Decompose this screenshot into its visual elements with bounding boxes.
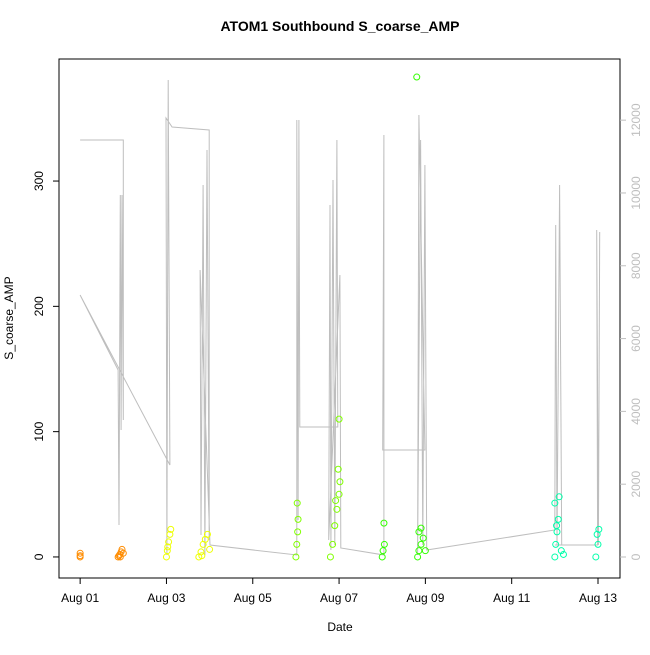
chart-title: ATOM1 Southbound S_coarse_AMP xyxy=(220,18,459,34)
data-point xyxy=(593,530,601,538)
data-point xyxy=(417,524,425,532)
data-point xyxy=(557,547,565,555)
y2-tick-label: 0 xyxy=(629,553,643,560)
data-point xyxy=(197,548,205,556)
data-point xyxy=(417,540,425,548)
x-tick-label: Aug 13 xyxy=(579,591,617,605)
y-tick-label: 0 xyxy=(32,553,46,560)
y-tick-label: 300 xyxy=(32,171,46,191)
data-point xyxy=(421,547,429,555)
x-tick-label: Aug 05 xyxy=(234,591,272,605)
data-point xyxy=(413,73,421,81)
data-point xyxy=(594,540,602,548)
y2-tick-label: 6000 xyxy=(629,325,643,352)
y-axis-label: S_coarse_AMP xyxy=(2,276,16,359)
y2-tick-label: 12000 xyxy=(629,103,643,137)
x-axis-label: Date xyxy=(327,620,353,634)
data-point xyxy=(551,499,559,507)
data-point xyxy=(415,528,423,536)
data-point xyxy=(118,545,126,553)
data-point xyxy=(419,534,427,542)
data-point xyxy=(331,522,339,530)
data-point xyxy=(332,497,340,505)
plot-frame xyxy=(58,58,621,579)
data-point xyxy=(335,490,343,498)
data-point xyxy=(203,530,211,538)
data-line xyxy=(79,79,601,556)
x-tick-label: Aug 01 xyxy=(61,591,99,605)
data-point xyxy=(334,465,342,473)
data-point xyxy=(198,552,206,560)
data-point xyxy=(292,553,300,561)
data-point xyxy=(163,547,171,555)
y-tick-label: 100 xyxy=(32,421,46,441)
data-point xyxy=(555,493,563,501)
y-tick-label: 200 xyxy=(32,296,46,316)
data-point xyxy=(294,515,302,523)
data-point xyxy=(415,547,423,555)
x-tick-label: Aug 07 xyxy=(320,591,358,605)
data-point xyxy=(592,553,600,561)
x-tick-label: Aug 11 xyxy=(493,591,530,605)
data-point xyxy=(76,552,84,560)
data-point xyxy=(116,553,124,561)
data-point xyxy=(414,553,422,561)
data-point xyxy=(166,530,174,538)
y2-tick-label: 8000 xyxy=(629,252,643,279)
data-point xyxy=(551,553,559,561)
data-point xyxy=(379,547,387,555)
data-point xyxy=(206,545,214,553)
data-point xyxy=(165,538,173,546)
data-point xyxy=(559,550,567,558)
data-point xyxy=(326,553,334,561)
x-tick-label: Aug 03 xyxy=(147,591,185,605)
data-point xyxy=(76,549,84,557)
data-point xyxy=(293,499,301,507)
data-point xyxy=(380,540,388,548)
data-point xyxy=(335,415,343,423)
x-tick-label: Aug 09 xyxy=(406,591,444,605)
data-point xyxy=(329,540,337,548)
data-point xyxy=(554,515,562,523)
data-point xyxy=(333,505,341,513)
y2-tick-label: 4000 xyxy=(629,398,643,425)
data-point xyxy=(167,525,175,533)
data-point xyxy=(336,478,344,486)
y2-tick-label: 10000 xyxy=(629,176,643,210)
data-point xyxy=(552,540,560,548)
data-point xyxy=(294,528,302,536)
y2-tick-label: 2000 xyxy=(629,471,643,498)
data-point xyxy=(380,519,388,527)
data-point xyxy=(164,543,172,551)
data-point xyxy=(293,540,301,548)
data-point xyxy=(553,522,561,530)
